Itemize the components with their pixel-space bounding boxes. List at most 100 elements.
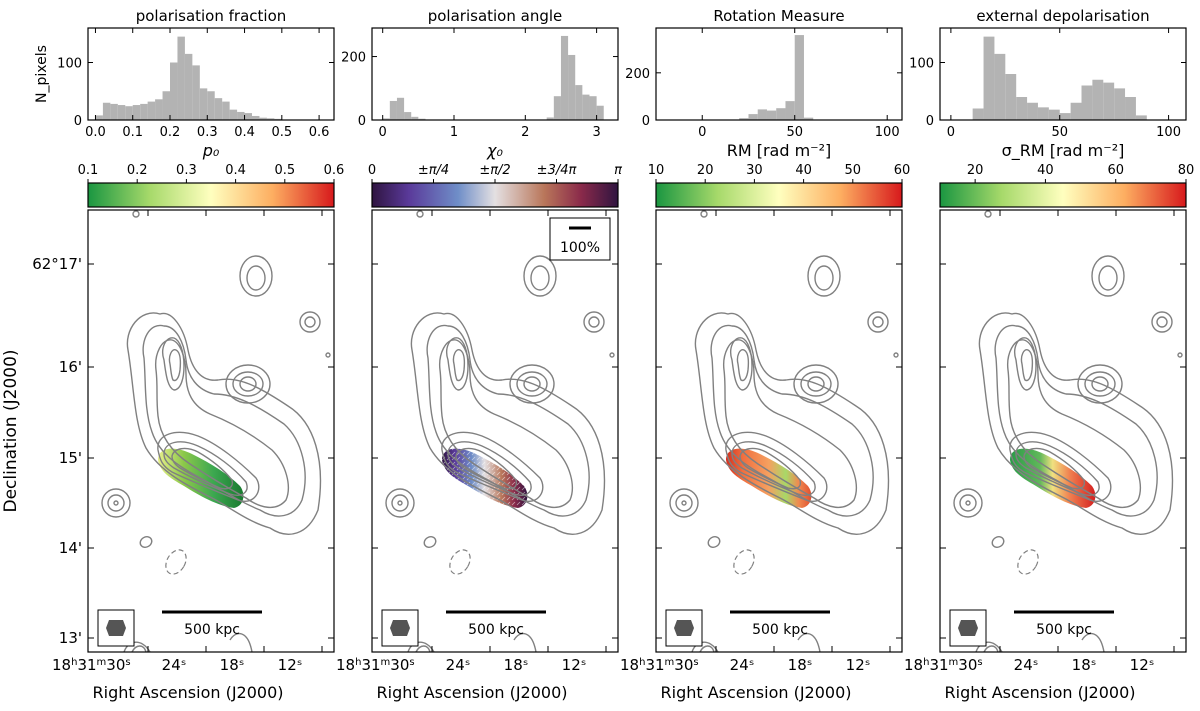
colorbar-tick-label: ±π/4 bbox=[418, 163, 449, 178]
vector bbox=[521, 466, 526, 471]
vector bbox=[441, 501, 446, 506]
colorbar-tick-label: 80 bbox=[1178, 163, 1195, 178]
colorbar-tick-label: 0.4 bbox=[225, 163, 246, 178]
vector bbox=[466, 461, 471, 466]
y-tick-label: 0 bbox=[74, 114, 82, 129]
vector bbox=[496, 501, 501, 506]
vector bbox=[501, 461, 506, 466]
histogram-bar bbox=[1135, 115, 1147, 120]
radio-contours bbox=[953, 210, 1183, 652]
ra-tick-label: 24ˢ bbox=[446, 656, 471, 674]
vector bbox=[446, 471, 451, 476]
histogram-bar bbox=[776, 108, 786, 120]
map-content bbox=[669, 210, 899, 652]
map-frame bbox=[87, 209, 335, 653]
histogram-bar bbox=[553, 96, 561, 120]
vector bbox=[491, 446, 496, 451]
ra-origin-label: 18h31m30s bbox=[336, 656, 415, 674]
beam-shape bbox=[106, 620, 126, 636]
vector bbox=[481, 501, 486, 506]
vector bbox=[516, 461, 521, 466]
colorbar-tick-label: 30 bbox=[746, 163, 763, 178]
vector bbox=[461, 496, 466, 501]
histogram-bar bbox=[748, 114, 758, 120]
scale-bar-label: 500 kpc bbox=[1036, 622, 1092, 638]
histogram-bar bbox=[259, 117, 267, 120]
vector bbox=[511, 501, 516, 506]
vector bbox=[496, 446, 501, 451]
colorbar-3: 10 20 30 40 50 60 bbox=[648, 163, 910, 208]
x-tick-label: 0.0 bbox=[85, 125, 106, 140]
vector bbox=[486, 461, 491, 466]
x-tick-label: 0.1 bbox=[122, 125, 143, 140]
colorbar-tick-label: 0 bbox=[368, 163, 376, 178]
x-tick-label: 0.6 bbox=[309, 125, 330, 140]
colorbar-frame bbox=[87, 182, 335, 208]
vector bbox=[516, 446, 521, 451]
histogram-bar bbox=[222, 101, 230, 120]
ra-tick-label: 12ˢ bbox=[846, 656, 871, 674]
vector bbox=[501, 476, 506, 481]
x-tick-label: 0.3 bbox=[197, 125, 218, 140]
y-tick-label: 200 bbox=[341, 51, 366, 66]
histogram-bar bbox=[739, 118, 749, 120]
vector bbox=[446, 476, 451, 481]
vector bbox=[466, 491, 471, 496]
colorbar-tick-label: 40 bbox=[1037, 163, 1054, 178]
vector bbox=[516, 451, 521, 456]
colorbar-tick-label: 0.3 bbox=[176, 163, 197, 178]
vector bbox=[496, 491, 501, 496]
vector bbox=[491, 471, 496, 476]
histogram-bar bbox=[155, 99, 163, 120]
histogram-panel-4: external depolarisation 0 50 100 0 100 σ_RM [r… bbox=[909, 7, 1187, 161]
map-xlabel: Right Ascension (J2000) bbox=[377, 683, 568, 702]
map-ylabel: Declination (J2000) bbox=[1, 349, 21, 512]
map-content bbox=[101, 210, 331, 652]
histogram-title: polarisation fraction bbox=[136, 7, 287, 25]
histogram-ylabel: N_pixels bbox=[34, 45, 50, 103]
histogram-bar bbox=[983, 36, 995, 120]
histogram-bar bbox=[117, 105, 126, 120]
vector bbox=[466, 501, 471, 506]
x-tick-label: 50 bbox=[786, 125, 803, 140]
histogram-bar bbox=[794, 35, 804, 121]
map-xlabel: Right Ascension (J2000) bbox=[945, 683, 1136, 702]
ra-tick-label: 24ˢ bbox=[730, 656, 755, 674]
vector bbox=[441, 476, 446, 481]
vector bbox=[476, 461, 481, 466]
dec-tick-label: 15' bbox=[59, 449, 82, 467]
histogram-bar bbox=[972, 108, 984, 120]
x-tick-label: 0 bbox=[379, 125, 387, 140]
histogram-bar bbox=[110, 103, 118, 120]
histogram-bar bbox=[785, 101, 795, 120]
histogram-bar bbox=[140, 103, 148, 120]
radio-contours bbox=[385, 210, 615, 652]
histogram-bar bbox=[1092, 79, 1104, 120]
colorbar-gradient bbox=[656, 183, 902, 207]
histogram-bar bbox=[575, 85, 583, 120]
histogram-frame bbox=[371, 27, 619, 121]
vector bbox=[451, 501, 456, 506]
histogram-bar bbox=[147, 101, 156, 120]
vector bbox=[521, 451, 526, 456]
vector bbox=[516, 486, 521, 491]
vector bbox=[451, 476, 456, 481]
vector bbox=[456, 501, 461, 506]
histogram-bar bbox=[1005, 74, 1017, 120]
vector bbox=[471, 481, 476, 486]
vector bbox=[446, 486, 451, 491]
vector bbox=[501, 451, 506, 456]
colorbar-tick-label: 0.6 bbox=[324, 163, 345, 178]
vector bbox=[461, 491, 466, 496]
vector bbox=[486, 501, 491, 506]
colorbar-tick-label: 40 bbox=[795, 163, 812, 178]
vector bbox=[521, 446, 526, 451]
vector bbox=[456, 481, 461, 486]
histogram-bar bbox=[266, 118, 275, 120]
x-tick-label: 100 bbox=[875, 125, 900, 140]
map-panel-2: 500 kpc 100% 18h31m30s 24ˢ 18ˢ 12ˢ Right Ascen… bbox=[336, 209, 619, 702]
vector bbox=[491, 501, 496, 506]
x-tick-label: 1 bbox=[450, 125, 458, 140]
vector-legend-box bbox=[549, 217, 611, 261]
histogram-bar bbox=[132, 105, 141, 120]
